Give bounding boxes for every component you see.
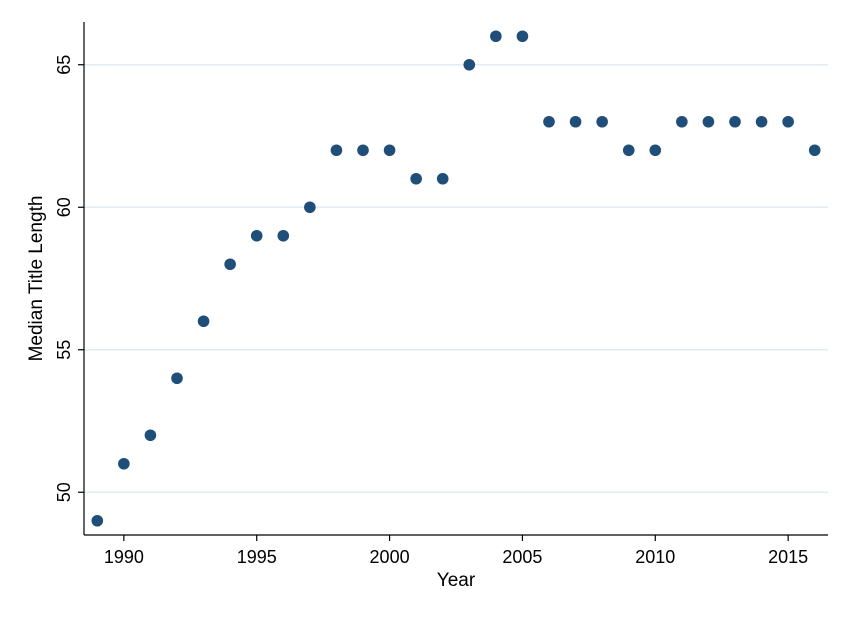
data-point xyxy=(277,229,290,242)
x-tick-label: 1990 xyxy=(104,547,144,567)
data-point xyxy=(463,58,476,71)
x-axis-label: Year xyxy=(437,570,476,591)
y-tick-label: 50 xyxy=(54,482,74,502)
data-point xyxy=(197,315,210,328)
x-tick-label: 2015 xyxy=(768,547,808,567)
data-point xyxy=(649,144,662,157)
x-tick-label: 1995 xyxy=(237,547,277,567)
data-point xyxy=(250,229,263,242)
data-point xyxy=(224,258,236,271)
y-tick-label: 60 xyxy=(54,197,74,217)
data-points xyxy=(91,30,821,527)
data-point xyxy=(357,144,369,157)
data-point xyxy=(596,115,608,128)
data-point xyxy=(304,201,316,214)
x-tick-label: 2010 xyxy=(635,547,675,567)
data-point xyxy=(569,115,582,128)
y-tick-label: 65 xyxy=(54,55,74,75)
data-point xyxy=(490,30,502,43)
data-point xyxy=(808,144,821,157)
data-point xyxy=(118,457,130,470)
data-point xyxy=(330,144,343,157)
data-point xyxy=(782,115,794,128)
data-point xyxy=(543,115,555,128)
y-axis-label: Median Title Length xyxy=(26,196,47,362)
data-point xyxy=(436,172,449,185)
data-point xyxy=(622,144,635,157)
data-point xyxy=(144,429,157,442)
data-point xyxy=(383,144,396,157)
data-point xyxy=(410,172,422,185)
data-point xyxy=(755,115,768,128)
x-tick-label: 2005 xyxy=(502,547,542,567)
data-point xyxy=(91,514,104,527)
data-point xyxy=(729,115,741,128)
x-tick-label: 2000 xyxy=(370,547,410,567)
axes xyxy=(83,22,828,536)
data-point xyxy=(676,115,688,128)
data-point xyxy=(702,115,715,128)
data-point xyxy=(516,30,529,43)
data-point xyxy=(171,372,183,385)
y-axis-ticks: 50 55 60 65 xyxy=(54,55,84,502)
gridlines xyxy=(84,64,828,493)
y-tick-label: 55 xyxy=(54,340,74,360)
x-axis-ticks: 1990 1995 2000 2005 2010 2015 xyxy=(104,535,808,567)
